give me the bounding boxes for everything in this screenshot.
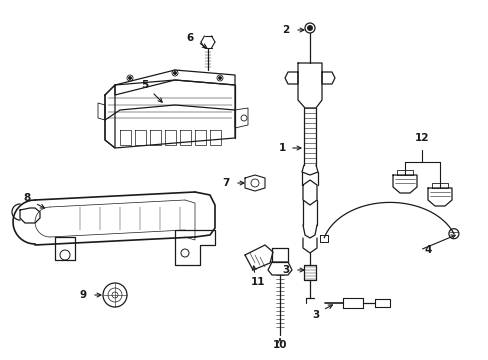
Text: 12: 12 [414, 133, 428, 143]
Circle shape [173, 72, 176, 75]
Circle shape [307, 26, 312, 31]
Text: 6: 6 [186, 33, 193, 43]
Text: 4: 4 [424, 245, 431, 255]
Text: 3: 3 [312, 310, 319, 320]
Text: 5: 5 [141, 80, 148, 90]
Text: 11: 11 [250, 277, 264, 287]
Text: 8: 8 [23, 193, 31, 203]
Text: 7: 7 [222, 178, 229, 188]
Circle shape [218, 77, 221, 80]
Text: 9: 9 [79, 290, 86, 300]
Text: 1: 1 [278, 143, 285, 153]
Text: 2: 2 [282, 25, 289, 35]
Circle shape [128, 77, 131, 80]
Text: 3: 3 [282, 265, 289, 275]
Text: 10: 10 [272, 340, 286, 350]
